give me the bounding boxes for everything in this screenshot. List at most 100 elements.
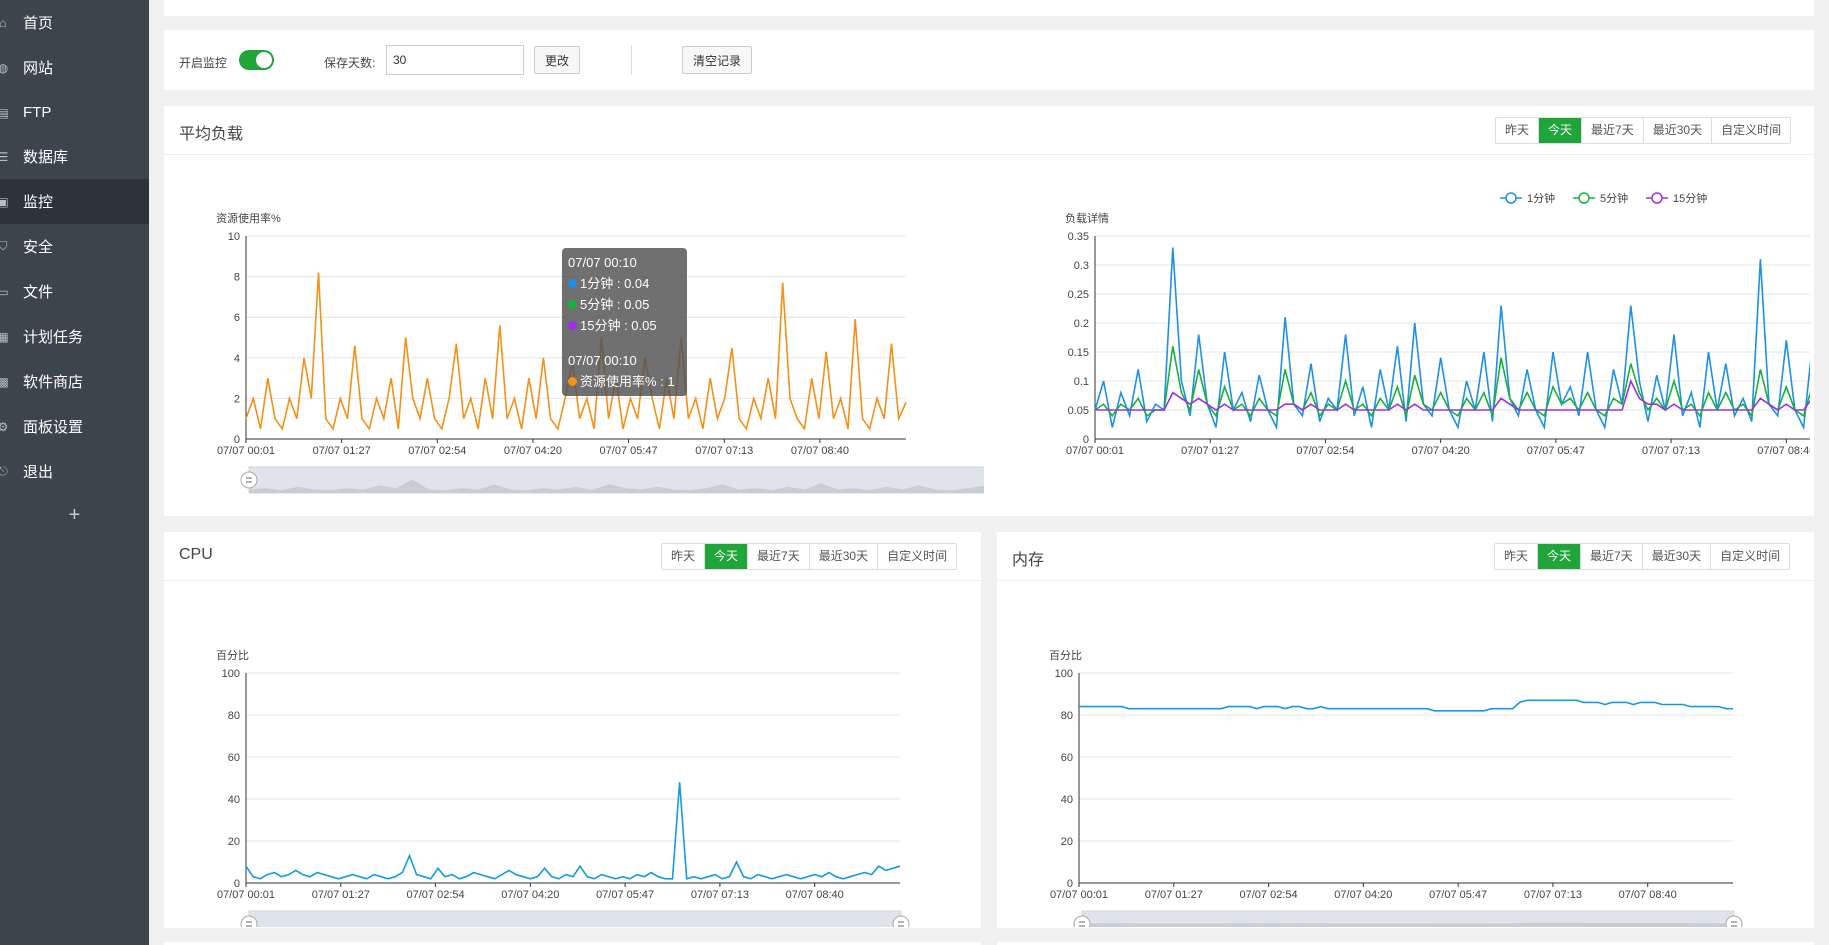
- y-tick-label: 0: [234, 878, 240, 890]
- y-tick-label: 80: [1061, 710, 1073, 722]
- range-button-2[interactable]: 最近7天: [1581, 118, 1643, 143]
- x-tick-label: 07/07 05:47: [596, 889, 654, 901]
- sidebar-item-9[interactable]: ⚙ 面板设置: [0, 404, 149, 449]
- monitor-icon: ▣: [0, 194, 9, 209]
- zoom-slider-track: [248, 910, 902, 927]
- x-tick-label: 07/07 08:40: [786, 889, 844, 901]
- x-tick-label: 07/07 00:01: [217, 889, 275, 901]
- home-icon: ⌂: [0, 15, 7, 30]
- panel-header-divider: [164, 580, 981, 581]
- globe-icon: ◍: [0, 60, 9, 75]
- x-tick-label: 07/07 02:54: [1240, 889, 1298, 901]
- range-button-4[interactable]: 自定义时间: [1711, 118, 1790, 143]
- tooltip-row: 5分钟 : 0.05: [568, 294, 681, 315]
- range-button-4[interactable]: 自定义时间: [877, 544, 956, 569]
- range-button-1[interactable]: 今天: [1538, 118, 1582, 143]
- range-button-2[interactable]: 最近7天: [1580, 544, 1642, 569]
- load-panel: 平均负载 昨天 今天 最近7天 最近30天 自定义时间 资源使用率% 0 2 4 6 8 10 07/…: [164, 106, 1814, 516]
- x-tick-label: 07/07 04:20: [1412, 445, 1470, 457]
- clear-records-button[interactable]: 清空记录: [682, 46, 753, 74]
- x-tick-label: 07/07 02:54: [408, 445, 466, 457]
- change-days-button[interactable]: 更改: [534, 46, 581, 74]
- y-tick-label: 0: [234, 434, 240, 446]
- y-tick-label: 8: [234, 272, 240, 284]
- sidebar-item-6[interactable]: ▭ 文件: [0, 269, 149, 314]
- y-tick-label: 0.35: [1068, 231, 1089, 243]
- series-line-1: [1094, 346, 1810, 418]
- x-tick-label: 07/07 04:20: [501, 889, 559, 901]
- range-button-3[interactable]: 最近30天: [1642, 118, 1711, 143]
- top-panel: [164, 0, 1814, 16]
- sidebar-item-4[interactable]: ▣ 监控: [0, 179, 149, 224]
- sidebar-item-2[interactable]: ▤ FTP: [0, 90, 149, 135]
- memory-chart: 百分比 0 20 40 60 80 100 07/07 00:01 07/07 01:27 07/…: [1049, 649, 1743, 927]
- sidebar-item-label: 首页: [23, 15, 54, 32]
- y-tick-label: 0: [1083, 434, 1089, 446]
- range-button-4[interactable]: 自定义时间: [1710, 544, 1789, 569]
- x-tick-label: 07/07 05:47: [1429, 889, 1487, 901]
- y-tick-label: 6: [234, 312, 240, 324]
- x-tick-label: 07/07 08:40: [1619, 889, 1677, 901]
- x-tick-label: 07/07 00:01: [1066, 445, 1124, 457]
- legend-marker-0: [1505, 192, 1517, 204]
- range-button-1[interactable]: 今天: [1537, 544, 1581, 569]
- shield-icon: ⛉: [0, 239, 8, 253]
- legend-label-0: 1分钟: [1527, 191, 1555, 205]
- x-tick-label: 07/07 02:54: [407, 889, 465, 901]
- folder-icon: ▭: [0, 284, 9, 299]
- range-button-0[interactable]: 昨天: [1505, 123, 1530, 137]
- range-button-0[interactable]: 昨天: [671, 549, 696, 563]
- y-tick-label: 60: [228, 752, 240, 764]
- y-tick-label: 100: [222, 668, 240, 680]
- sidebar-item-label: 软件商店: [23, 374, 84, 391]
- monitor-switch[interactable]: [239, 50, 274, 70]
- legend-marker-1: [1578, 192, 1590, 204]
- legend-marker-2: [1651, 192, 1663, 204]
- range-button-2[interactable]: 最近7天: [747, 544, 809, 569]
- y-tick-label: 80: [228, 710, 240, 722]
- sidebar-item-label: FTP: [23, 104, 52, 121]
- x-tick-label: 07/07 07:13: [695, 445, 753, 457]
- calendar-icon: ▦: [0, 329, 9, 344]
- sidebar-item-label: 计划任务: [23, 329, 84, 346]
- y-axis-name: 百分比: [216, 649, 249, 662]
- range-button-3[interactable]: 最近30天: [1641, 544, 1710, 569]
- sidebar-item-8[interactable]: ▩ 软件商店: [0, 359, 149, 404]
- series-line-0: [1079, 699, 1733, 712]
- y-tick-label: 0.3: [1074, 260, 1089, 272]
- sidebar-item-3[interactable]: ☰ 数据库: [0, 134, 149, 179]
- y-axis-name: 资源使用率%: [216, 211, 281, 225]
- x-tick-label: 07/07 04:20: [504, 445, 562, 457]
- series-line-0: [1094, 247, 1810, 431]
- cpu-chart: 百分比 0 20 40 60 80 100 07/07 00:01 07/07 01:27 07/…: [216, 649, 910, 927]
- tooltip-row: 1分钟 : 0.04: [568, 273, 681, 294]
- x-tick-label: 07/07 07:13: [1524, 889, 1582, 901]
- sidebar-item-7[interactable]: ▦ 计划任务: [0, 314, 149, 359]
- range-button-3[interactable]: 最近30天: [808, 544, 877, 569]
- tooltip-row: 资源使用率% : 1: [568, 371, 681, 392]
- gear-icon: ⚙: [0, 419, 9, 434]
- days-input[interactable]: [386, 45, 524, 75]
- sidebar-item-10[interactable]: ⎋ 退出: [0, 449, 149, 494]
- memory-panel: 内存 昨天 今天 最近7天 最近30天 自定义时间 百分比 0 20 40 60 80 100 07/…: [997, 532, 1814, 928]
- zoom-handle-0[interactable]: [240, 471, 258, 489]
- y-tick-label: 100: [1055, 668, 1073, 680]
- y-tick-label: 4: [234, 353, 240, 365]
- range-button-0[interactable]: 昨天: [1504, 549, 1529, 563]
- sidebar-item-1[interactable]: ◍ 网站: [0, 45, 149, 90]
- add-menu-button[interactable]: +: [68, 504, 81, 526]
- bottom-panel-left: [164, 942, 981, 945]
- range-button-1[interactable]: 今天: [704, 544, 748, 569]
- legend-label-1: 5分钟: [1600, 191, 1628, 205]
- sidebar-item-0[interactable]: ⌂ 首页: [0, 0, 149, 45]
- database-icon: ☰: [0, 149, 9, 164]
- x-tick-label: 07/07 08:40: [1757, 445, 1810, 457]
- x-tick-label: 07/07 08:40: [791, 445, 849, 457]
- y-tick-label: 0.25: [1068, 289, 1089, 301]
- sidebar-item-label: 面板设置: [23, 419, 84, 436]
- y-axis-name: 负载详情: [1065, 211, 1109, 225]
- x-tick-label: 07/07 04:20: [1334, 889, 1392, 901]
- y-tick-label: 10: [228, 231, 240, 243]
- tooltip-time: 07/07 00:10: [568, 353, 637, 368]
- sidebar-item-5[interactable]: ⛉ 安全: [0, 224, 149, 269]
